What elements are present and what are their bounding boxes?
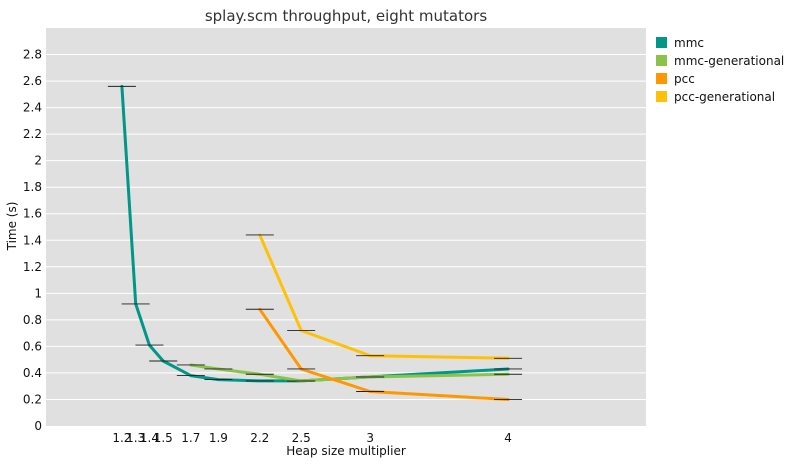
legend-swatch-pcc	[656, 73, 667, 84]
chart-title: splay.scm throughput, eight mutators	[205, 7, 488, 25]
y-tick-label: 0.4	[23, 366, 42, 380]
series-line-pcc	[258, 307, 510, 401]
y-tick-label: 1	[34, 286, 42, 300]
grid-lines	[46, 54, 646, 400]
y-tick-label: 0	[34, 419, 42, 433]
y-tick-labels: 0 0.2 0.4 0.6 0.8 1 1.2 1.4 1.6 1.8 2 2.2 2.4 2.6 2.8	[23, 48, 42, 433]
legend-swatch-mmc	[656, 37, 667, 48]
x-tick-label: 1.2	[112, 431, 131, 445]
y-axis-label: Time (s)	[5, 202, 19, 252]
error-bar-caps	[107, 85, 523, 400]
y-tick-label: 2.2	[23, 127, 42, 141]
x-tick-label: 1.3	[126, 431, 145, 445]
legend-swatch-pcc-generational	[656, 91, 667, 102]
y-tick-label: 0.2	[23, 392, 42, 406]
x-tick-label: 1.7	[181, 431, 200, 445]
plot-background	[46, 28, 646, 426]
x-tick-label: 1.4	[140, 431, 159, 445]
x-tick-label: 1.5	[154, 431, 173, 445]
y-tick-label: 0.6	[23, 339, 42, 353]
legend-label-mmc-generational: mmc-generational	[674, 54, 784, 68]
y-tick-label: 1.6	[23, 207, 42, 221]
legend-swatch-mmc-generational	[656, 55, 667, 66]
y-tick-label: 1.2	[23, 260, 42, 274]
y-tick-label: 2	[34, 154, 42, 168]
x-tick-labels: 1.21.31.41.5 1.7 1.9 2.2 2.5 3 4	[112, 431, 512, 445]
x-tick-label: 2.2	[250, 431, 269, 445]
x-tick-label: 1.9	[209, 431, 228, 445]
legend-label-mmc: mmc	[674, 36, 704, 50]
legend-label-pcc-generational: pcc-generational	[674, 90, 775, 104]
legend: mmc mmc-generational pcc pcc-generational	[656, 36, 784, 104]
x-tick-label: 4	[504, 431, 512, 445]
x-tick-label: 3	[366, 431, 374, 445]
series-line-pcc-generational	[258, 233, 510, 360]
series-line-mmc-generational	[189, 363, 510, 383]
y-tick-label: 2.4	[23, 101, 42, 115]
y-tick-label: 1.8	[23, 180, 42, 194]
legend-label-pcc: pcc	[674, 72, 695, 86]
y-tick-label: 0.8	[23, 313, 42, 327]
y-tick-label: 2.8	[23, 48, 42, 62]
y-tick-label: 2.6	[23, 74, 42, 88]
x-axis-label: Heap size multiplier	[286, 444, 406, 458]
series-lines	[120, 84, 510, 401]
y-tick-label: 1.4	[23, 233, 42, 247]
x-tick-label: 2.5	[292, 431, 311, 445]
